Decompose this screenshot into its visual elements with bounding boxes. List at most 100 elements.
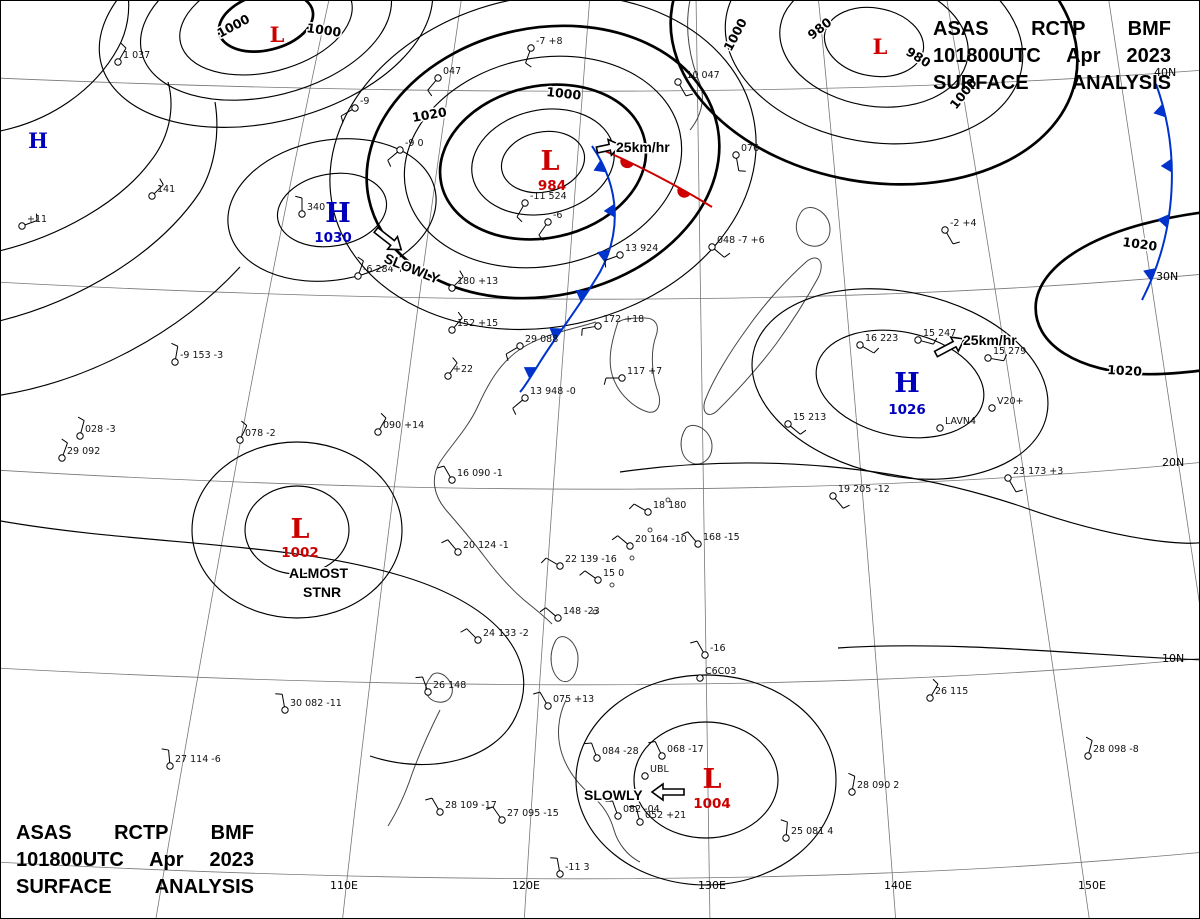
pressure-center-L: L (291, 514, 310, 545)
wind-barb-feather (952, 241, 960, 245)
graticule-line (0, 658, 1200, 686)
wind-barb-feather (628, 503, 635, 510)
wind-barb-feather (648, 741, 656, 744)
isobar-label: 1000 (214, 11, 252, 41)
wind-barb (582, 326, 595, 330)
wind-barb-feather (241, 420, 248, 426)
wind-barb-feather (387, 160, 392, 167)
station-circle (454, 548, 462, 556)
wind-barb (633, 503, 646, 511)
station-data: 28 109 -17 (445, 800, 497, 811)
wind-barb (736, 158, 740, 171)
station-circle (1004, 474, 1012, 482)
wind-barb-feather (579, 570, 586, 576)
island-dot (665, 497, 671, 503)
wind-barb (834, 498, 844, 509)
station-circle (556, 870, 564, 878)
isobar-ring (403, 55, 683, 269)
latitude-label: 10N (1162, 652, 1184, 665)
station-circle (784, 420, 792, 428)
wind-barb (612, 800, 618, 814)
graticule-line (0, 852, 1200, 880)
station-circle (988, 404, 996, 412)
station-circle (556, 562, 564, 570)
pressure-center-L: L (873, 34, 888, 59)
station-data: 076 (741, 143, 759, 154)
wind-barb-feather (427, 89, 433, 97)
wind-barb (679, 84, 687, 97)
isobar-ring (438, 83, 648, 241)
wind-barb (427, 80, 437, 91)
wind-barb-feather (932, 678, 939, 685)
island-dot (647, 527, 653, 533)
longitude-label: 110E (330, 879, 358, 892)
pressure-center-value: 1002 (281, 545, 319, 561)
station-data: 048 -7 +6 (717, 235, 765, 246)
title-line-product: ASAS RCTP BMF (16, 822, 254, 844)
wind-barb (931, 683, 939, 696)
warm-front-pip (620, 158, 634, 169)
station-circle (298, 210, 306, 218)
isobar-ring (633, 721, 779, 839)
station-data: 340 (307, 202, 325, 213)
station-data: 22 139 -16 (565, 554, 617, 565)
longitude-label: 120E (512, 879, 540, 892)
wind-barb-feather (415, 676, 423, 679)
latitude-label: 30N (1156, 270, 1178, 283)
isobar-label: 1000 (546, 84, 582, 103)
station-data: 30 082 -11 (290, 698, 342, 709)
station-circle (516, 342, 524, 350)
station-data: 24 133 -2 (483, 628, 529, 639)
wind-barb (505, 347, 518, 355)
wind-barb (617, 535, 628, 545)
pressure-center-value: 1026 (888, 402, 926, 418)
wind-barb-feather (1085, 736, 1093, 741)
wind-barb (991, 358, 1004, 362)
wind-barb (281, 694, 285, 707)
wind-barb (168, 750, 171, 763)
island-dot (629, 555, 635, 561)
motion-label: 25km/hr (616, 139, 670, 155)
station-circle (521, 394, 529, 402)
station-circle (544, 702, 552, 710)
station-data: -9 0 (405, 138, 424, 149)
station-data: 27 095 -15 (507, 808, 559, 819)
station-circle (374, 428, 382, 436)
cold-front-pip (575, 290, 589, 303)
pressure-center-value: 1030 (314, 230, 352, 246)
wind-barb (453, 276, 464, 287)
isobar-ring (98, 0, 434, 128)
title-block-top-right: ASAS RCTP BMF 101800UTC Apr 2023 SURFACE… (933, 16, 1171, 97)
longitude-label: 140E (884, 879, 912, 892)
station-circle (354, 272, 362, 280)
station-circle (593, 754, 601, 762)
station-circle (448, 476, 456, 484)
isobar-ring (669, 0, 1079, 186)
station-circle (674, 78, 682, 86)
station-circle (58, 454, 66, 462)
station-circle (448, 284, 456, 292)
station-circle (644, 508, 652, 516)
pressure-center-value: 1004 (693, 796, 731, 812)
pressure-center-H: H (325, 198, 351, 229)
station-data: 13 948 -0 (530, 386, 576, 397)
wind-barb (449, 362, 458, 374)
movement-arrow (373, 226, 403, 251)
station-circle (544, 218, 552, 226)
isobar-label: 1020 (1107, 362, 1143, 379)
station-data: 15 213 (793, 412, 826, 423)
wind-barb (604, 255, 618, 261)
station-circle (616, 251, 624, 259)
movement-arrow (595, 138, 622, 157)
coastline (550, 636, 579, 682)
pressure-center-H: H (894, 368, 920, 399)
station-circle (171, 358, 179, 366)
station-circle (444, 372, 452, 380)
station-data: 15 279 (993, 346, 1026, 357)
motion-label: STNR (303, 584, 341, 600)
station-circle (498, 816, 506, 824)
wind-barb (80, 420, 85, 434)
wind-barb-feather (799, 429, 807, 435)
wind-barb (512, 399, 523, 409)
